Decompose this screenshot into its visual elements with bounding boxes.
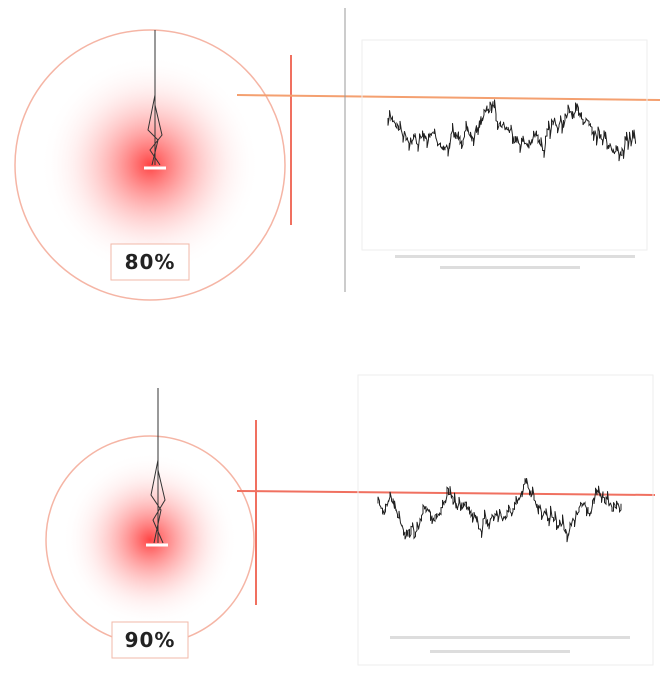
chart-frame bbox=[362, 40, 647, 250]
axis-title bbox=[440, 266, 580, 269]
percent-label: 80% bbox=[125, 250, 176, 274]
panel-2: 90% bbox=[46, 375, 655, 665]
trace bbox=[378, 478, 621, 542]
trace bbox=[388, 100, 636, 162]
glow bbox=[62, 452, 238, 628]
page: 80% 90% (() => { const data = JSON.parse… bbox=[0, 0, 662, 677]
axis-text bbox=[395, 255, 635, 258]
chart-frame bbox=[358, 375, 653, 665]
threshold-line bbox=[237, 95, 660, 100]
axis-title bbox=[430, 650, 570, 653]
threshold-line bbox=[237, 491, 655, 495]
figure: 80% 90% bbox=[0, 0, 662, 677]
glow bbox=[40, 55, 260, 275]
axis-text bbox=[390, 636, 630, 639]
percent-label: 90% bbox=[125, 628, 176, 652]
panel-1: 80% bbox=[15, 8, 660, 300]
